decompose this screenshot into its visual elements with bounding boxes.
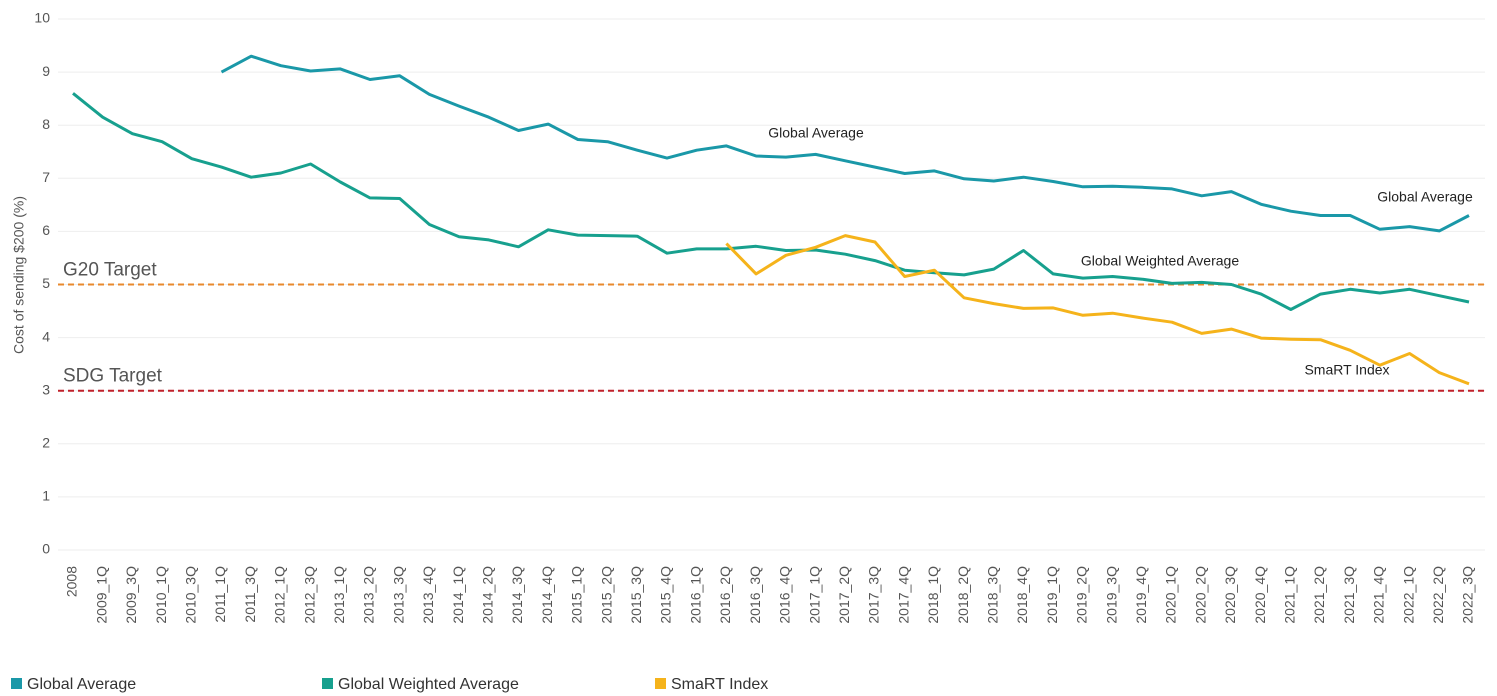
- x-tick-label: 2009_3Q: [123, 566, 139, 624]
- x-tick-label: 2015_4Q: [658, 566, 674, 624]
- series-line: [72, 92, 1470, 311]
- x-tick-label: 2022_3Q: [1460, 566, 1476, 624]
- x-tick-label: 2020_4Q: [1252, 566, 1268, 624]
- x-tick-label: 2016_4Q: [777, 566, 793, 624]
- x-tick-label: 2016_1Q: [687, 566, 703, 624]
- reference-label: G20 Target: [63, 260, 157, 281]
- x-tick-label: 2019_2Q: [1074, 566, 1090, 624]
- legend-label: SmaRT Index: [671, 676, 768, 693]
- x-tick-label: 2018_1Q: [925, 566, 941, 624]
- series-line: [220, 54, 1470, 233]
- x-tick-label: 2011_3Q: [242, 566, 258, 623]
- x-tick-label: 2020_2Q: [1192, 566, 1208, 624]
- x-tick-label: 2018_3Q: [984, 566, 1000, 624]
- x-tick-label: 2019_4Q: [1133, 566, 1149, 624]
- x-tick-label: 2019_1Q: [1044, 566, 1060, 624]
- x-tick-label: 2013_4Q: [420, 566, 436, 624]
- y-tick-label: 0: [42, 541, 50, 557]
- y-tick-label: 7: [42, 169, 50, 185]
- y-tick-label: 10: [34, 10, 50, 26]
- legend-swatch: [11, 678, 22, 689]
- x-tick-label: 2020_1Q: [1163, 566, 1179, 624]
- annotation: SmaRT Index: [1304, 362, 1389, 378]
- x-tick-label: 2013_3Q: [390, 566, 406, 624]
- legend-swatch: [655, 678, 666, 689]
- x-tick-label: 2013_1Q: [331, 566, 347, 624]
- y-tick-label: 6: [42, 222, 50, 238]
- legend-label: Global Average: [27, 676, 136, 693]
- x-tick-label: 2013_2Q: [361, 566, 377, 624]
- x-tick-label: 2022_1Q: [1400, 566, 1416, 624]
- x-tick-label: 2017_4Q: [895, 566, 911, 624]
- legend-swatch: [322, 678, 333, 689]
- x-tick-label: 2017_1Q: [806, 566, 822, 624]
- x-tick-label: 2015_2Q: [598, 566, 614, 624]
- y-tick-label: 1: [42, 488, 50, 504]
- x-tick-label: 2018_4Q: [1014, 566, 1030, 624]
- x-tick-label: 2017_3Q: [866, 566, 882, 624]
- annotation: Global Average: [768, 125, 864, 141]
- x-tick-label: 2020_3Q: [1222, 566, 1238, 624]
- y-tick-label: 2: [42, 435, 50, 451]
- x-tick-label: 2011_1Q: [212, 566, 228, 623]
- series-line: [725, 234, 1470, 386]
- x-tick-label: 2010_1Q: [153, 566, 169, 624]
- y-tick-label: 4: [42, 328, 50, 344]
- reference-label: SDG Target: [63, 366, 163, 387]
- x-tick-label: 2008: [64, 566, 80, 597]
- x-tick-label: 2014_1Q: [450, 566, 466, 624]
- y-tick-label: 3: [42, 381, 50, 397]
- x-tick-label: 2019_3Q: [1103, 566, 1119, 624]
- x-tick-label: 2010_3Q: [183, 566, 199, 624]
- x-tick-label: 2021_4Q: [1371, 566, 1387, 624]
- x-tick-label: 2016_3Q: [747, 566, 763, 624]
- x-tick-label: 2016_2Q: [717, 566, 733, 624]
- annotation: Global Average: [1377, 189, 1473, 205]
- x-tick-label: 2014_4Q: [539, 566, 555, 624]
- x-tick-label: 2018_2Q: [955, 566, 971, 624]
- x-tick-label: 2015_1Q: [569, 566, 585, 624]
- annotation: Global Weighted Average: [1081, 253, 1239, 269]
- x-tick-label: 2015_3Q: [628, 566, 644, 624]
- y-axis-label: Cost of sending $200 (%): [11, 196, 27, 354]
- x-tick-label: 2022_2Q: [1430, 566, 1446, 624]
- x-tick-label: 2021_1Q: [1281, 566, 1297, 624]
- x-tick-label: 2017_2Q: [836, 566, 852, 624]
- x-tick-label: 2021_2Q: [1311, 566, 1327, 624]
- y-tick-label: 9: [42, 63, 50, 79]
- y-tick-label: 5: [42, 275, 50, 291]
- legend-label: Global Weighted Average: [338, 676, 519, 693]
- x-tick-label: 2014_3Q: [509, 566, 525, 624]
- x-tick-label: 2021_3Q: [1341, 566, 1357, 624]
- y-tick-label: 8: [42, 116, 50, 132]
- x-tick-label: 2012_1Q: [272, 566, 288, 624]
- x-tick-label: 2012_3Q: [301, 566, 317, 624]
- x-tick-label: 2014_2Q: [480, 566, 496, 624]
- x-tick-label: 2009_1Q: [93, 566, 109, 624]
